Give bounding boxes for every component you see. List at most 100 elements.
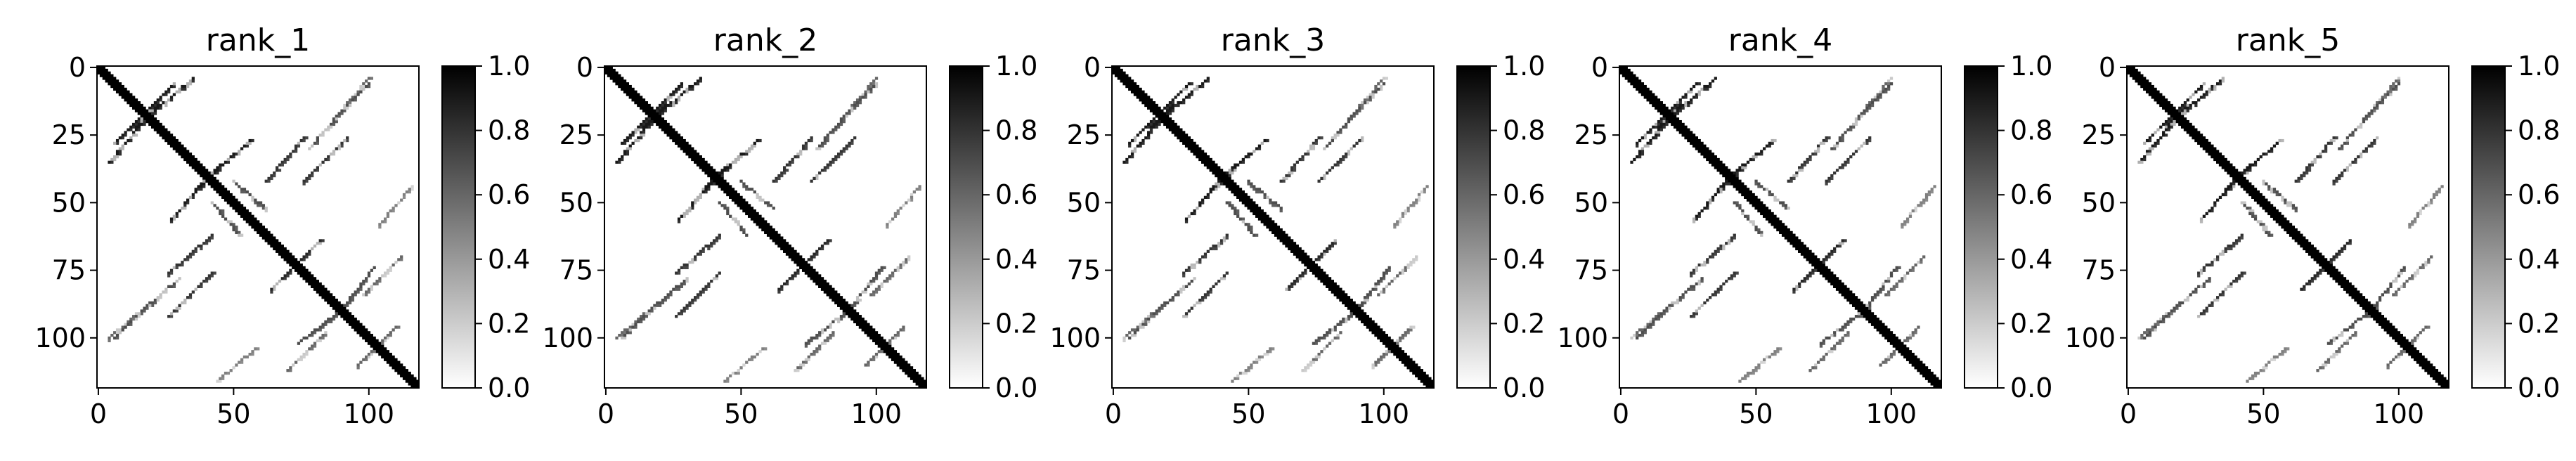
heatmap-cell (1368, 317, 1372, 321)
heatmap-cell (699, 163, 702, 167)
heatmap-cell (1903, 352, 1907, 356)
heatmap-cell (723, 182, 727, 186)
heatmap-cell (1730, 176, 1734, 181)
heatmap-cell (1752, 371, 1755, 375)
heatmap-cell (701, 249, 705, 253)
heatmap-cell (175, 280, 179, 283)
heatmap-cell (1184, 136, 1189, 140)
heatmap-cell (1719, 190, 1723, 194)
heatmap-cell (316, 282, 319, 286)
heatmap-cell (1798, 242, 1801, 245)
heatmap-cell (883, 342, 886, 345)
heatmap-cell (329, 317, 333, 321)
heatmap-cell (289, 252, 292, 256)
heatmap-cell (1638, 328, 1642, 332)
heatmap-cell (1709, 296, 1712, 299)
heatmap-cell (1260, 141, 1264, 145)
heatmap-cell (1792, 174, 1796, 178)
heatmap-cell (1933, 385, 1936, 389)
heatmap-cell (105, 71, 108, 74)
heatmap-cell (1798, 245, 1801, 248)
heatmap-cell (742, 204, 746, 207)
heatmap-cell (1347, 315, 1351, 318)
heatmap-cell (729, 188, 732, 191)
heatmap-cell (704, 245, 708, 248)
heatmap-cell (327, 317, 330, 321)
heatmap-cell (1290, 239, 1294, 242)
heatmap-cell (1271, 228, 1275, 232)
heatmap-cell (1892, 336, 1896, 340)
heatmap-cell (1152, 103, 1156, 108)
heatmap-cell (351, 325, 355, 329)
heatmap-cell (729, 193, 732, 197)
heatmap-cell (1295, 160, 1299, 164)
heatmap-cell (1735, 182, 1739, 186)
heatmap-cell (1212, 169, 1215, 172)
heatmap-cell (1133, 90, 1137, 93)
heatmap-cell (1387, 339, 1391, 342)
heatmap-cell (1409, 366, 1413, 370)
heatmap-cell (153, 109, 157, 112)
heatmap-cell (1234, 185, 1237, 188)
heatmap-cell (311, 282, 314, 286)
heatmap-cell (1203, 296, 1208, 299)
heatmap-cell (1819, 266, 1823, 270)
heatmap-cell (321, 134, 325, 137)
heatmap-cell (1673, 122, 1677, 126)
heatmap-cell (197, 245, 200, 248)
heatmap-cell (1917, 358, 1920, 361)
heatmap-cell (124, 93, 127, 96)
heatmap-cell (1830, 280, 1834, 283)
heatmap-cell (661, 122, 665, 126)
heatmap-cell (1781, 223, 1785, 226)
heatmap-cell (656, 109, 659, 112)
heatmap-cell (1250, 207, 1253, 210)
heatmap-cell (1196, 261, 1199, 264)
heatmap-cell (618, 334, 621, 337)
heatmap-cell (1868, 320, 1872, 324)
heatmap-cell (1879, 328, 1882, 332)
heatmap-cell (1125, 74, 1129, 77)
heatmap-cell (335, 309, 338, 313)
heatmap-cell (718, 185, 721, 188)
heatmap-cell (1390, 339, 1394, 342)
heatmap-cell (2137, 71, 2141, 74)
heatmap-cell (1773, 217, 1777, 221)
heatmap-cell (1212, 166, 1215, 169)
heatmap-cell (1182, 138, 1186, 143)
heatmap-cell (688, 304, 692, 307)
heatmap-cell (1339, 160, 1342, 164)
heatmap-cell (121, 90, 124, 93)
heatmap-cell (896, 268, 900, 272)
heatmap-cell (2140, 79, 2144, 83)
heatmap-cell (631, 93, 635, 96)
heatmap-cell (628, 328, 632, 332)
heatmap-cell (696, 155, 700, 159)
heatmap-cell (219, 193, 222, 197)
heatmap-cell (647, 103, 651, 108)
heatmap-cell (1398, 350, 1402, 353)
heatmap-cell (634, 128, 637, 131)
heatmap-cell (1781, 228, 1785, 232)
heatmap-cell (661, 112, 665, 115)
heatmap-cell (1193, 263, 1196, 267)
heatmap-cell (1147, 106, 1151, 110)
heatmap-cell (1387, 347, 1391, 351)
heatmap-cell (818, 285, 822, 288)
heatmap-cell (899, 263, 902, 267)
heatmap-cell (397, 366, 401, 370)
heatmap-cell (1312, 266, 1316, 270)
heatmap-cell (1711, 255, 1715, 259)
heatmap-cell (294, 147, 298, 150)
heatmap-cell (1247, 152, 1250, 156)
heatmap-cell (188, 160, 193, 164)
heatmap-cell (696, 195, 700, 199)
heatmap-cell (807, 263, 810, 267)
heatmap-cell (1792, 233, 1796, 237)
heatmap-cell (1144, 96, 1148, 99)
heatmap-cell (134, 98, 138, 102)
heatmap-cell (1241, 157, 1245, 162)
heatmap-cell (1703, 144, 1707, 148)
heatmap-cell (1312, 271, 1316, 275)
heatmap-cell (905, 201, 908, 204)
